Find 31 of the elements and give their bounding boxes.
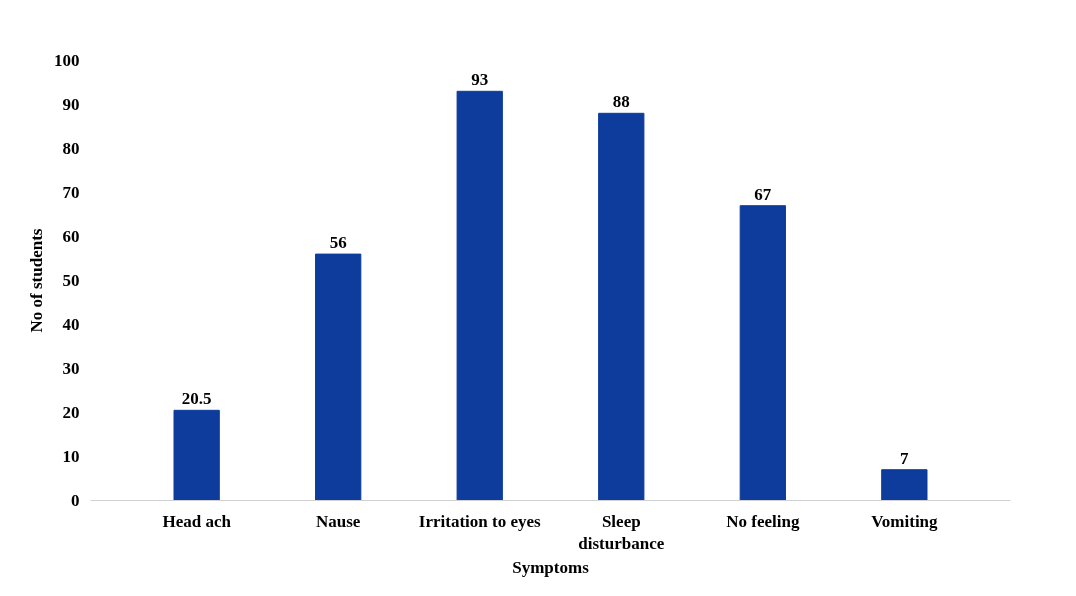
y-tick-label: 20: [62, 403, 80, 422]
bar: [173, 409, 220, 501]
y-tick-label: 70: [62, 183, 80, 202]
data-label: 88: [612, 92, 630, 112]
bar: [881, 469, 928, 501]
y-tick-label: 60: [62, 227, 80, 246]
bar: [456, 90, 503, 501]
data-label: 20.5: [181, 389, 212, 409]
y-axis-title: No of students: [27, 228, 46, 333]
x-tick-label: No feeling: [726, 511, 800, 531]
bar: [315, 253, 362, 501]
y-tick-label: 30: [62, 359, 80, 378]
data-label: 56: [329, 233, 347, 253]
x-tick-label: Irritation to eyes: [418, 511, 542, 531]
y-tick-label: 10: [62, 447, 80, 466]
x-tick-label: Head ach: [162, 511, 232, 531]
data-label: 67: [754, 184, 772, 204]
y-tick-label: 80: [62, 139, 80, 158]
x-axis-title: Symptoms: [512, 558, 590, 578]
x-tick-label: Nause: [316, 511, 361, 531]
bar: [739, 205, 786, 501]
data-label: 93: [471, 70, 489, 90]
x-tick-label: Sleep disturbance: [578, 511, 665, 554]
x-tick-label: Vomiting: [871, 511, 939, 531]
data-label: 7: [900, 448, 910, 468]
y-tick-label: 50: [62, 271, 80, 290]
bar: [598, 112, 645, 501]
y-tick-label: 40: [62, 315, 80, 334]
y-tick-label: 100: [54, 51, 80, 70]
y-tick-label: 90: [62, 95, 80, 114]
y-tick-label: 0: [71, 491, 80, 510]
